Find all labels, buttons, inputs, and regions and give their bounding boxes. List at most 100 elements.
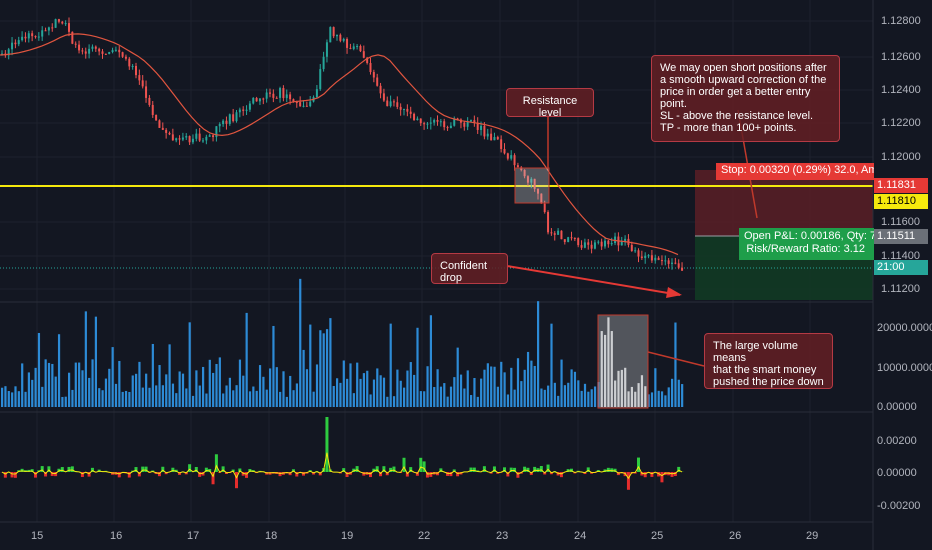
candle-body xyxy=(389,101,392,107)
candle-body xyxy=(37,36,40,38)
price-tick: 1.12000 xyxy=(881,151,921,163)
volume-bar xyxy=(37,332,41,407)
volume-bar xyxy=(255,390,258,407)
stop-label[interactable]: Stop: 0.00320 (0.29%) 32.0, Amo xyxy=(716,163,874,180)
confident-drop-note[interactable]: Confident drop xyxy=(431,253,508,284)
candle-body xyxy=(583,242,586,248)
candle-body xyxy=(637,250,640,257)
candle-body xyxy=(614,236,617,244)
candle-body xyxy=(409,111,412,114)
volume-bar xyxy=(121,391,124,407)
candle-body xyxy=(242,109,245,111)
candle-body xyxy=(248,103,251,110)
candle-body xyxy=(165,129,168,133)
candle-body xyxy=(674,262,677,264)
volume-bar xyxy=(459,374,463,407)
volume-bar xyxy=(131,375,134,407)
volume-bar xyxy=(362,373,365,407)
candle-body xyxy=(526,176,529,183)
volume-bar xyxy=(426,366,429,407)
candle-body xyxy=(490,133,493,141)
volume-bar xyxy=(654,368,657,407)
candle-body xyxy=(376,77,379,86)
volume-bar xyxy=(135,373,138,407)
volume-bar xyxy=(436,369,439,407)
candle-body xyxy=(181,137,184,140)
volume-bar xyxy=(379,375,382,407)
volume-bar xyxy=(158,365,161,407)
volume-bar xyxy=(349,363,352,407)
candle-body xyxy=(289,94,292,100)
price-tick: 1.12600 xyxy=(881,51,921,63)
candle-body xyxy=(309,101,312,107)
candle-body xyxy=(88,48,91,54)
volume-bar xyxy=(31,379,34,407)
candle-body xyxy=(135,65,137,76)
candle-body xyxy=(34,36,37,38)
volume-bar xyxy=(583,383,587,407)
volume-bar xyxy=(235,385,238,407)
short-plan-note[interactable]: We may open short positions after a smoo… xyxy=(651,55,840,142)
candle-body xyxy=(145,86,148,98)
volume-bar xyxy=(429,315,432,407)
candle-body xyxy=(21,36,24,41)
volume-bar xyxy=(242,375,245,407)
candle-body xyxy=(557,230,560,235)
volume-bar xyxy=(41,386,44,407)
candle-body xyxy=(27,33,30,39)
stop-zone xyxy=(695,170,873,236)
volume-bar xyxy=(44,359,47,407)
candle-body xyxy=(212,135,215,138)
volume-bar xyxy=(369,394,372,407)
volume-bar xyxy=(111,347,114,407)
candle-body xyxy=(188,136,191,143)
volume-highlight-box xyxy=(597,314,649,409)
candle-body xyxy=(657,257,660,261)
candle-body xyxy=(158,120,161,128)
candle-body xyxy=(282,88,285,99)
candle-body xyxy=(299,102,302,107)
resistance-note[interactable]: Resistance level xyxy=(506,88,594,119)
candle-body xyxy=(111,50,114,53)
candle-body xyxy=(148,97,151,105)
volume-bar xyxy=(148,387,151,407)
volume-note[interactable]: The large volume means that the smart mo… xyxy=(704,333,833,389)
candle-body xyxy=(463,122,466,127)
volume-bar xyxy=(245,312,248,407)
candle-body xyxy=(185,136,188,138)
candle-body xyxy=(255,97,258,102)
price-tick: 1.12400 xyxy=(881,84,921,96)
volume-bar xyxy=(218,357,221,407)
volume-bar xyxy=(604,334,607,407)
candle-body xyxy=(483,125,486,137)
volume-bar xyxy=(24,391,27,407)
volume-bar xyxy=(47,362,51,407)
date-tick: 25 xyxy=(651,530,664,542)
volume-bar xyxy=(526,351,530,407)
volume-bar xyxy=(91,359,94,407)
volume-bar xyxy=(108,368,111,407)
volume-bar xyxy=(81,370,84,407)
volume-bar xyxy=(319,330,322,407)
date-tick: 29 xyxy=(806,530,819,542)
date-tick: 22 xyxy=(418,530,431,542)
volume-bar xyxy=(500,361,503,407)
volume-bar xyxy=(439,386,443,407)
candle-body xyxy=(272,93,275,98)
volume-bar xyxy=(396,369,399,407)
volume-bar xyxy=(238,359,242,407)
last-time-tag: 21:00 xyxy=(874,260,928,275)
pnl-box[interactable]: Open P&L: 0.00186, Qty: 78 Risk/Reward R… xyxy=(739,228,874,260)
volume-bar xyxy=(322,333,325,407)
volume-bar xyxy=(523,369,526,407)
candle-body xyxy=(228,114,231,124)
candle-body xyxy=(175,138,178,141)
volume-bar xyxy=(473,378,476,407)
volume-bar xyxy=(178,371,181,407)
volume-bar xyxy=(118,360,121,407)
candle-body xyxy=(121,52,124,57)
candle-body xyxy=(650,255,653,261)
candle-body xyxy=(577,238,580,246)
resistance-highlight-box xyxy=(514,167,550,204)
